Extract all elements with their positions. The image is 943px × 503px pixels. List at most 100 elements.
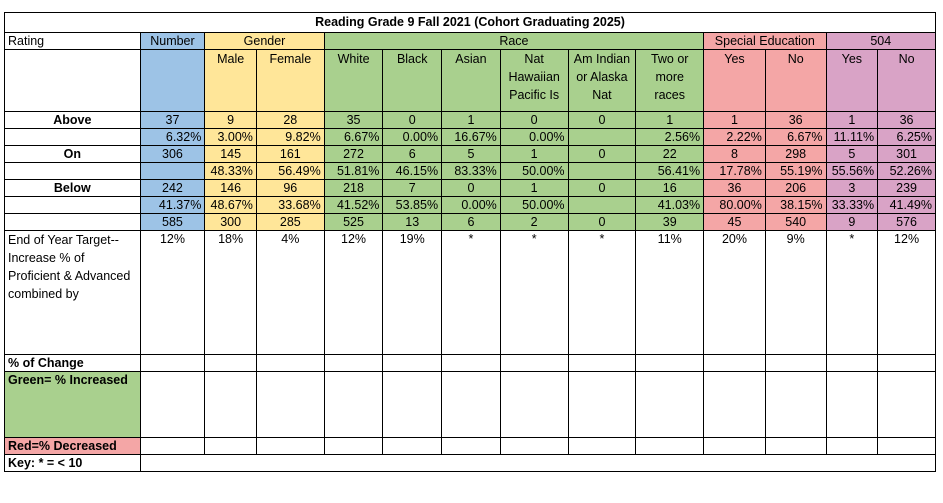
key-label: Key: * = < 10 [4, 454, 141, 472]
table-cell: 41.37% [139, 196, 206, 214]
row-label [4, 213, 141, 231]
table-cell: 218 [323, 179, 384, 197]
table-cell: 146 [204, 179, 257, 197]
table-cell: 585 [139, 213, 206, 231]
table-cell: 9 [825, 213, 879, 231]
table-cell: 36 [877, 111, 936, 129]
table-cell: 11.11% [825, 128, 879, 146]
table-cell: 96 [255, 179, 325, 197]
data-rows: Above 37 9 28 35 0 1 0 0 1 1 36 1 36 6.32% 3.00% 9.82% 6.… [4, 111, 936, 231]
table-cell: 1 [499, 145, 569, 163]
table-cell: 16.67% [441, 128, 501, 146]
table-cell: 0.00% [382, 128, 443, 146]
table-cell: 2 [499, 213, 569, 231]
header-number: Number [139, 32, 206, 50]
table-cell: 1 [441, 111, 501, 129]
target-value: 12% [323, 230, 384, 355]
subheader-black: Black [382, 49, 443, 112]
table-cell [139, 162, 206, 180]
table-cell: 2.22% [703, 128, 766, 146]
table-cell: 38.15% [764, 196, 827, 214]
table-cell: 55.19% [764, 162, 827, 180]
row-label [4, 196, 141, 214]
target-value: 4% [255, 230, 325, 355]
header-special-ed: Special Education [703, 32, 827, 50]
table-cell: 36 [764, 111, 827, 129]
header-504: 504 [825, 32, 937, 50]
table-cell [567, 162, 637, 180]
table-row: 585 300 285 525 13 6 2 0 39 45 540 9 576 [4, 213, 936, 231]
table-cell: 80.00% [703, 196, 766, 214]
table-row: 6.32% 3.00% 9.82% 6.67% 0.00% 16.67% 0.00% 2.56… [4, 128, 936, 146]
table-cell: 9.82% [255, 128, 325, 146]
table-row: Below 242 146 96 218 7 0 1 0 16 36 206 3 239 [4, 179, 936, 197]
table-cell: 300 [204, 213, 257, 231]
table-cell: 0.00% [499, 128, 569, 146]
table-cell: 35 [323, 111, 384, 129]
subheader-white: White [323, 49, 384, 112]
table-cell: 50.00% [499, 162, 569, 180]
table-cell: 56.41% [635, 162, 705, 180]
table-cell: 9 [204, 111, 257, 129]
table-cell: 5 [825, 145, 879, 163]
table-cell: 525 [323, 213, 384, 231]
target-value: 18% [204, 230, 257, 355]
table-cell: 239 [877, 179, 936, 197]
table-cell: 272 [323, 145, 384, 163]
table-cell: 6 [382, 145, 443, 163]
subheader-hawaiian: Nat Hawaiian Pacific Is [499, 49, 569, 112]
table-cell: 45 [703, 213, 766, 231]
red-key-label: Red=% Decreased [4, 437, 141, 455]
target-value: * [499, 230, 569, 355]
header-rating: Rating [4, 32, 141, 50]
subheader-female: Female [255, 49, 325, 112]
table-cell: 6 [441, 213, 501, 231]
table-cell: 55.56% [825, 162, 879, 180]
table-cell: 306 [139, 145, 206, 163]
table-cell: 145 [204, 145, 257, 163]
table-cell: 52.26% [877, 162, 936, 180]
row-label [4, 128, 141, 146]
green-key-label: Green= % Increased [4, 371, 141, 438]
table-cell: 1 [703, 111, 766, 129]
table-cell: 83.33% [441, 162, 501, 180]
table-cell: 0 [567, 145, 637, 163]
table-cell: 33.68% [255, 196, 325, 214]
subheader-am-indian: Am Indian or Alaska Nat [567, 49, 637, 112]
table-cell: 37 [139, 111, 206, 129]
table-cell [567, 128, 637, 146]
table-cell: 8 [703, 145, 766, 163]
table-cell: 161 [255, 145, 325, 163]
target-value: 12% [139, 230, 206, 355]
table-cell: 6.25% [877, 128, 936, 146]
table-cell: 5 [441, 145, 501, 163]
target-value: 20% [703, 230, 766, 355]
subheader-male: Male [204, 49, 257, 112]
table-cell: 50.00% [499, 196, 569, 214]
table-cell: 6.67% [764, 128, 827, 146]
target-value: 9% [764, 230, 827, 355]
table-cell: 48.33% [204, 162, 257, 180]
table-cell: 285 [255, 213, 325, 231]
subheader-two-or-more: Two or more races [635, 49, 705, 112]
row-label: Below [4, 179, 141, 197]
table-cell: 51.81% [323, 162, 384, 180]
table-cell: 22 [635, 145, 705, 163]
table-cell [567, 196, 637, 214]
subheader-504-no: No [877, 49, 936, 112]
table-row: 41.37% 48.67% 33.68% 41.52% 53.85% 0.00% 50.00… [4, 196, 936, 214]
row-label: Above [4, 111, 141, 129]
table-cell: 3 [825, 179, 879, 197]
table-cell: 0 [567, 213, 637, 231]
table-cell: 28 [255, 111, 325, 129]
table-cell: 13 [382, 213, 443, 231]
table-cell: 53.85% [382, 196, 443, 214]
table-cell: 3.00% [204, 128, 257, 146]
table-cell: 1 [499, 179, 569, 197]
table-cell: 41.49% [877, 196, 936, 214]
subheader-sped-no: No [764, 49, 827, 112]
table-cell: 41.52% [323, 196, 384, 214]
table-cell: 242 [139, 179, 206, 197]
table-cell: 1 [635, 111, 705, 129]
table-cell: 206 [764, 179, 827, 197]
